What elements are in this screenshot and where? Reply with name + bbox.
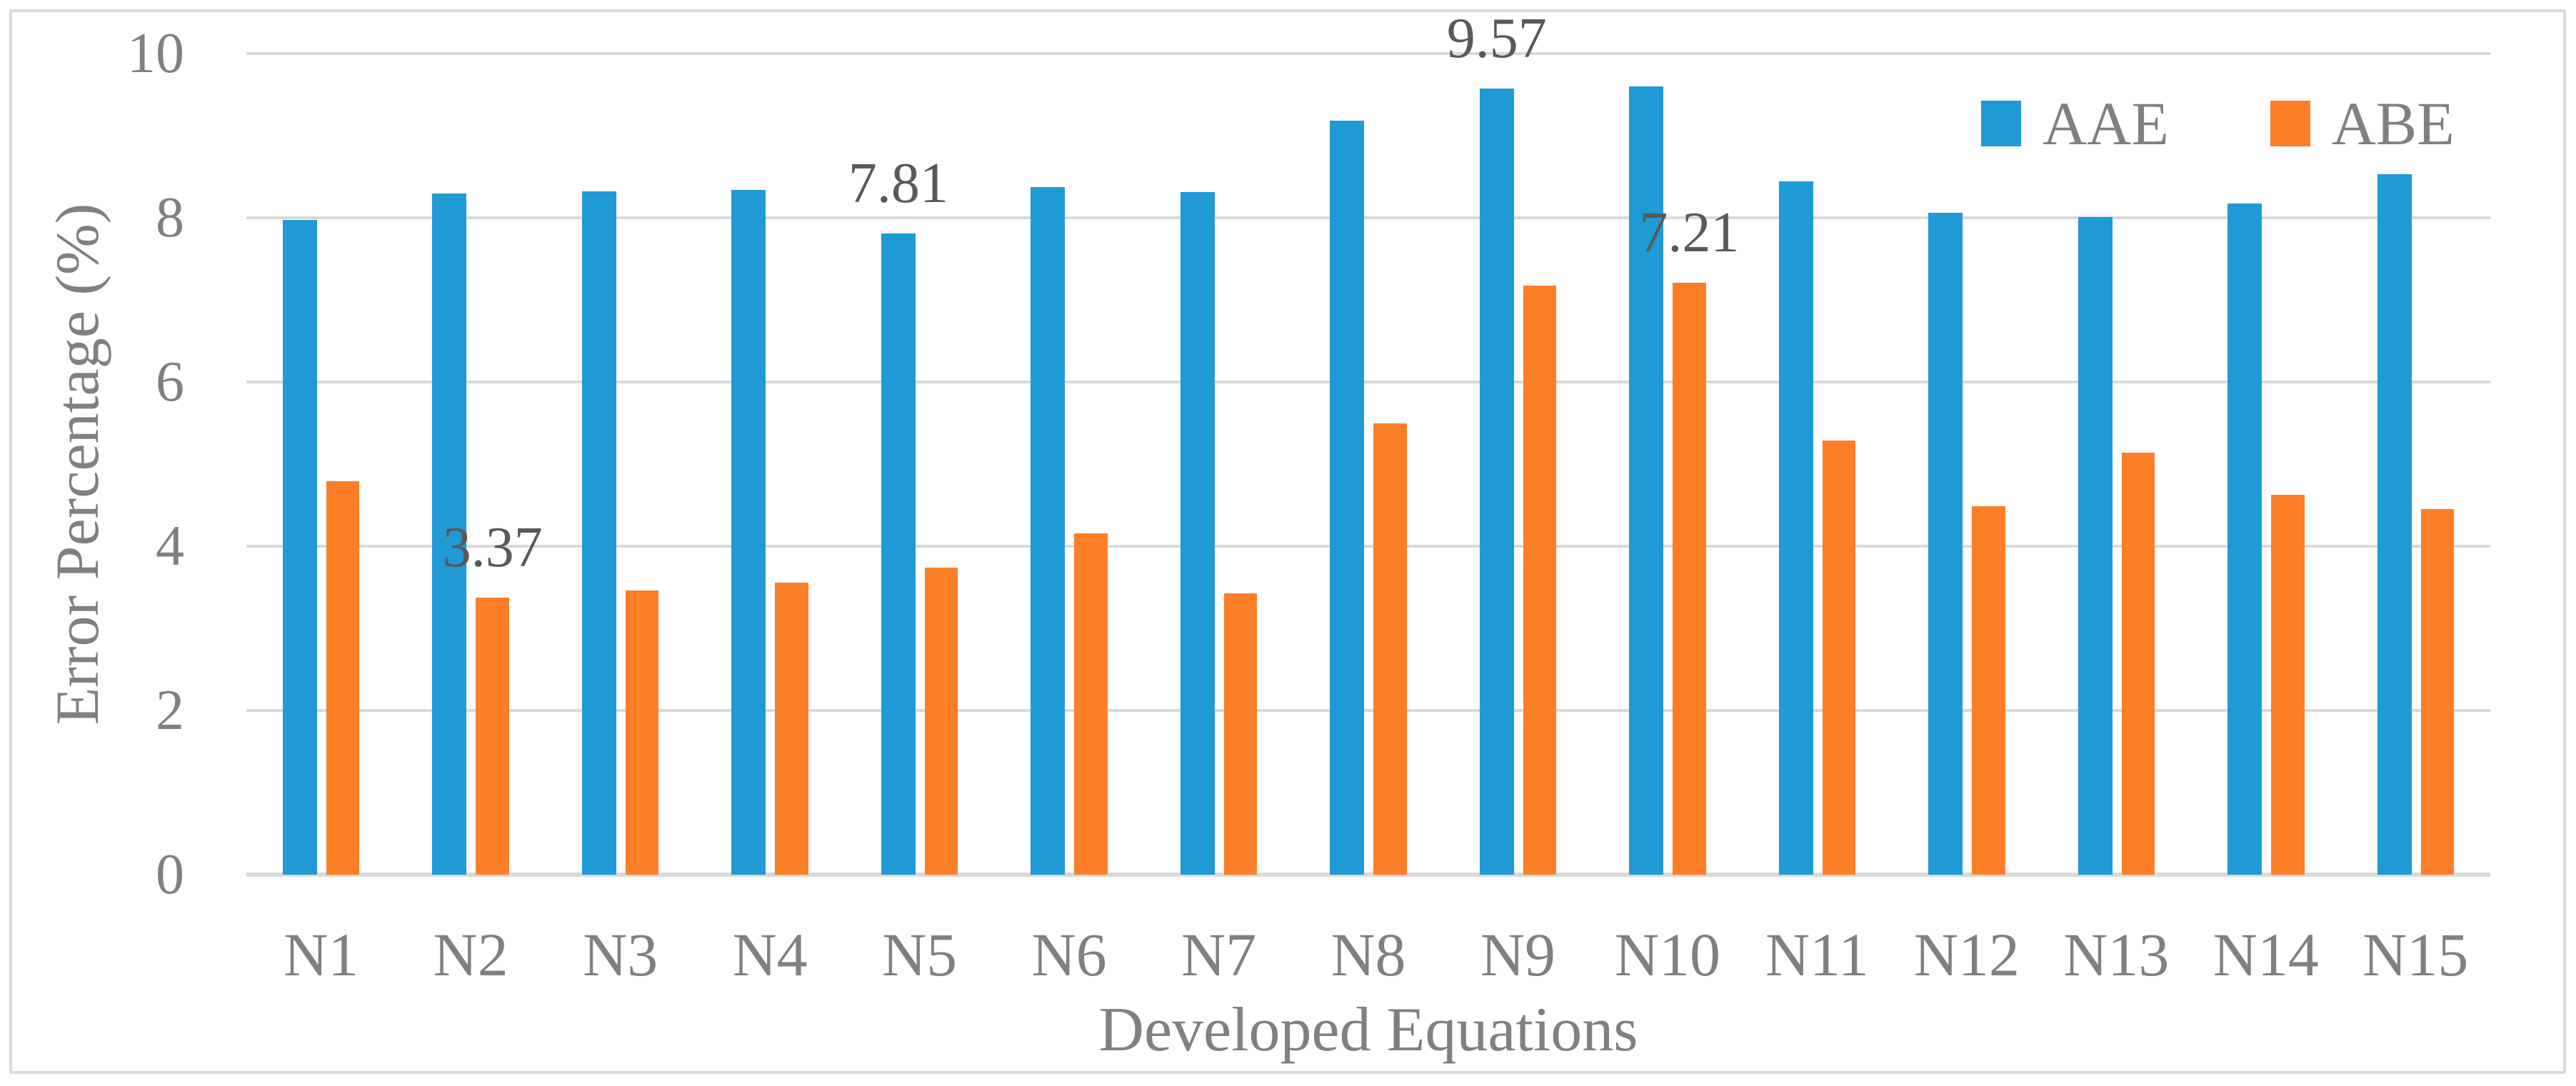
bar-aae-n10	[1629, 86, 1664, 875]
y-tick-label-6: 6	[156, 351, 184, 413]
bar-aae-n1	[282, 220, 317, 875]
bar-aae-n13	[2078, 216, 2113, 875]
legend-label-abe: ABE	[2331, 89, 2455, 158]
y-tick-label-2: 2	[156, 679, 184, 742]
bar-abe-n6	[1074, 533, 1108, 875]
bar-aae-n12	[1928, 213, 1963, 875]
bar-abe-n14	[2271, 494, 2305, 875]
legend-label-aae: AAE	[2043, 89, 2169, 158]
gridline-y8	[246, 216, 2490, 219]
category-label-n5: N5	[882, 920, 958, 989]
bar-aae-n7	[1180, 192, 1215, 875]
category-label-n1: N1	[284, 920, 359, 989]
category-label-n12: N12	[1913, 920, 2020, 989]
category-label-n7: N7	[1181, 920, 1257, 989]
bar-aae-n5	[881, 233, 916, 875]
legend-swatch-aae	[1981, 101, 2021, 146]
legend-item-aae: AAE	[1981, 93, 2169, 154]
y-tick-label-10: 10	[127, 22, 184, 85]
x-axis-baseline	[246, 873, 2490, 877]
bar-aae-n11	[1778, 181, 1813, 875]
plot-area: 7.81 3.37 9.57 7.21	[246, 10, 2490, 877]
bar-abe-n4	[775, 582, 808, 875]
category-label-n6: N6	[1031, 920, 1107, 989]
bar-abe-n10	[1673, 282, 1706, 875]
bar-abe-n11	[1822, 440, 1856, 875]
x-axis-category-labels: N1 N2 N3 N4 N5 N6 N7 N8 N9 N10 N11 N12 N13 N14 N15	[246, 924, 2490, 985]
y-axis-tick-labels: 0 2 4 6 8 10	[0, 25, 184, 903]
data-label-aae-n5: 7.81	[848, 151, 948, 215]
y-tick-label-8: 8	[156, 186, 184, 249]
legend-item-abe: ABE	[2270, 93, 2455, 154]
bar-aae-n2	[432, 193, 467, 875]
category-label-n4: N4	[732, 920, 808, 989]
bar-aae-n15	[2377, 174, 2412, 875]
legend-swatch-abe	[2270, 101, 2310, 146]
category-label-n14: N14	[2212, 920, 2319, 989]
category-label-n2: N2	[433, 920, 508, 989]
category-label-n15: N15	[2362, 920, 2469, 989]
gridline-y2	[246, 709, 2490, 712]
category-label-n10: N10	[1614, 920, 1720, 989]
data-label-aae-n9: 9.57	[1446, 7, 1547, 71]
data-label-abe-n10: 7.21	[1639, 201, 1740, 264]
bar-aae-n8	[1330, 121, 1365, 875]
bar-aae-n14	[2227, 203, 2262, 875]
bar-aae-n3	[581, 191, 616, 875]
gridline-y10	[246, 52, 2490, 55]
bar-abe-n9	[1523, 286, 1557, 875]
bar-aae-n9	[1479, 89, 1514, 875]
bar-aae-n4	[731, 189, 766, 875]
chart-frame-border	[9, 9, 2566, 1074]
bar-abe-n7	[1223, 593, 1258, 875]
y-tick-label-4: 4	[156, 515, 184, 578]
x-axis-title: Developed Equations	[1098, 995, 1638, 1065]
gridline-y6	[246, 381, 2490, 383]
gridline-y4	[246, 545, 2490, 548]
bar-aae-n6	[1031, 187, 1066, 875]
category-label-n3: N3	[583, 920, 658, 989]
bar-abe-n5	[924, 567, 958, 875]
bar-abe-n8	[1373, 423, 1407, 875]
bar-abe-n3	[625, 590, 659, 875]
category-label-n13: N13	[2063, 920, 2170, 989]
category-label-n9: N9	[1480, 920, 1556, 989]
y-tick-label-0: 0	[156, 843, 184, 906]
data-label-abe-n2: 3.37	[442, 516, 543, 580]
bar-abe-n2	[476, 598, 509, 875]
category-label-n11: N11	[1765, 920, 1869, 989]
legend: AAE ABE	[1981, 93, 2455, 154]
bar-abe-n13	[2121, 452, 2155, 875]
bar-abe-n1	[326, 481, 360, 875]
category-label-n8: N8	[1330, 920, 1406, 989]
bar-abe-n12	[1972, 506, 2005, 875]
bar-abe-n15	[2420, 509, 2454, 875]
